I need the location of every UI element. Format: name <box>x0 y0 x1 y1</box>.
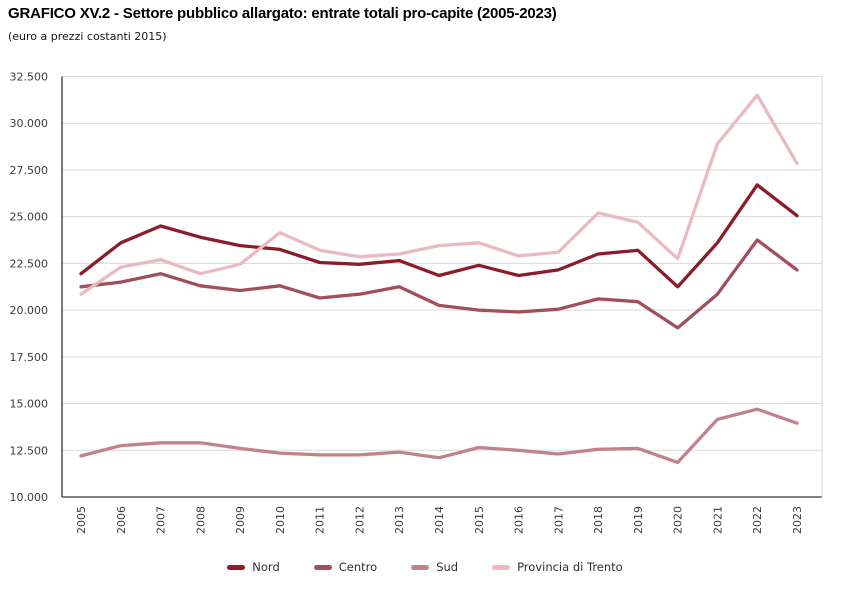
x-axis-label: 2013 <box>393 506 406 534</box>
chart-subtitle: (euro a prezzi costanti 2015) <box>8 30 167 43</box>
x-axis-label: 2023 <box>791 506 804 534</box>
legend-item-sud: Sud <box>411 560 458 574</box>
y-axis-label: 12.500 <box>10 444 49 457</box>
x-axis-label: 2011 <box>314 506 327 534</box>
x-axis-label: 2016 <box>513 506 526 534</box>
legend-swatch-centro <box>313 564 332 570</box>
y-axis-label: 15.000 <box>10 398 49 411</box>
x-axis-label: 2020 <box>672 506 685 534</box>
x-axis-label: 2018 <box>592 506 605 534</box>
legend-swatch-provincia-di-trento <box>492 564 511 570</box>
series-line-nord <box>79 183 799 289</box>
x-axis-label: 2021 <box>711 506 724 534</box>
legend-item-nord: Nord <box>227 560 280 574</box>
x-axis-label: 2015 <box>473 506 486 534</box>
series-line-sud <box>79 407 799 465</box>
x-axis-label: 2014 <box>433 506 446 534</box>
y-axis-label: 10.000 <box>10 491 49 504</box>
y-axis-label: 20.000 <box>10 304 49 317</box>
series-line-centro <box>79 238 799 330</box>
y-axis-label: 32.500 <box>10 71 49 84</box>
y-axis-label: 30.000 <box>10 117 49 130</box>
x-axis-label: 2008 <box>194 506 207 534</box>
series-line-provincia-di-trento <box>79 93 799 296</box>
x-axis-label: 2022 <box>751 506 764 534</box>
x-axis-label: 2006 <box>115 506 128 534</box>
legend-label: Sud <box>436 560 459 574</box>
legend-item-centro: Centro <box>313 560 378 574</box>
legend-swatch-nord <box>227 564 246 570</box>
legend-label: Nord <box>252 560 280 574</box>
x-axis-label: 2009 <box>234 506 247 534</box>
x-axis-label: 2012 <box>353 506 366 534</box>
chart-title: GRAFICO XV.2 - Settore pubblico allargat… <box>8 5 557 22</box>
x-axis-label: 2005 <box>75 506 88 534</box>
legend-label: Provincia di Trento <box>517 560 623 574</box>
legend-swatch-sud <box>411 564 430 570</box>
legend-label: Centro <box>338 560 378 574</box>
x-axis-label: 2010 <box>274 506 287 534</box>
y-axis-label: 17.500 <box>10 351 49 364</box>
x-axis-label: 2017 <box>552 506 565 534</box>
legend-item-provincia-di-trento: Provincia di Trento <box>492 560 623 574</box>
chart-legend: Nord Centro Sud Provincia di Trento <box>0 560 850 574</box>
y-axis-label: 22.500 <box>10 257 49 270</box>
y-axis-label: 25.000 <box>10 211 49 224</box>
y-axis-label: 27.500 <box>10 164 49 177</box>
x-axis-label: 2019 <box>632 506 645 534</box>
line-chart-canvas: 10.000 12.500 15.000 17.500 20.000 22.500 25.0… <box>10 71 823 534</box>
x-axis-label: 2007 <box>155 506 168 534</box>
